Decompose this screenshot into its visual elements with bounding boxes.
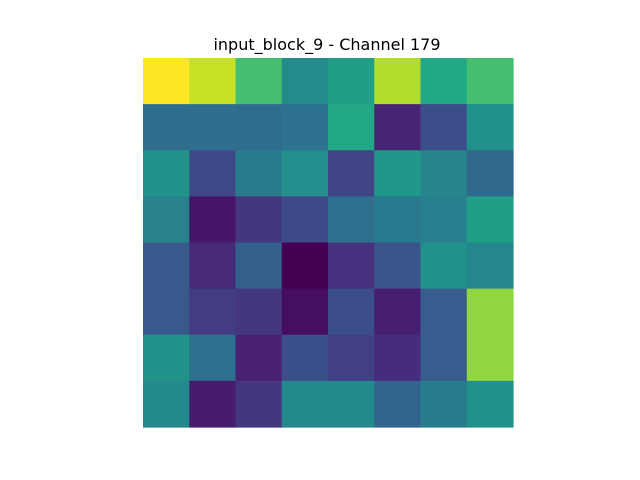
heatmap-cell-r3-c3 <box>282 196 329 243</box>
heatmap-cell-r6-c2 <box>236 335 283 382</box>
heatmap-cell-r7-c4 <box>328 381 375 428</box>
heatmap-cell-r1-c4 <box>328 104 375 151</box>
heatmap-cell-r2-c1 <box>189 150 236 197</box>
heatmap-cell-r3-c4 <box>328 196 375 243</box>
heatmap-cell-r0-c5 <box>374 58 421 105</box>
heatmap-cell-r6-c0 <box>143 335 190 382</box>
heatmap-cell-r4-c3 <box>282 243 329 290</box>
heatmap-cell-r1-c7 <box>467 104 514 151</box>
heatmap-cell-r2-c2 <box>236 150 283 197</box>
heatmap-cell-r2-c0 <box>143 150 190 197</box>
heatmap-cell-r0-c2 <box>236 58 283 105</box>
heatmap-cell-r5-c3 <box>282 289 329 336</box>
heatmap-cell-r6-c7 <box>467 335 514 382</box>
heatmap-cell-r2-c7 <box>467 150 514 197</box>
heatmap-cell-r4-c7 <box>467 243 514 290</box>
heatmap-cell-r5-c7 <box>467 289 514 336</box>
heatmap-cell-r0-c1 <box>189 58 236 105</box>
heatmap-cell-r4-c1 <box>189 243 236 290</box>
heatmap-cell-r2-c5 <box>374 150 421 197</box>
heatmap-cell-r5-c6 <box>421 289 468 336</box>
heatmap-cell-r7-c7 <box>467 381 514 428</box>
heatmap-cell-r4-c0 <box>143 243 190 290</box>
heatmap-cell-r3-c5 <box>374 196 421 243</box>
heatmap-cell-r7-c2 <box>236 381 283 428</box>
heatmap-cell-r3-c1 <box>189 196 236 243</box>
heatmap-cell-r2-c3 <box>282 150 329 197</box>
heatmap-cell-r7-c0 <box>143 381 190 428</box>
heatmap-cell-r4-c4 <box>328 243 375 290</box>
heatmap-cell-r5-c2 <box>236 289 283 336</box>
heatmap-cell-r1-c1 <box>189 104 236 151</box>
heatmap-cell-r1-c5 <box>374 104 421 151</box>
heatmap-cell-r0-c7 <box>467 58 514 105</box>
heatmap-cell-r5-c5 <box>374 289 421 336</box>
heatmap-cell-r7-c1 <box>189 381 236 428</box>
heatmap-cell-r4-c6 <box>421 243 468 290</box>
heatmap-cell-r7-c5 <box>374 381 421 428</box>
heatmap-cell-r6-c6 <box>421 335 468 382</box>
heatmap-cell-r7-c6 <box>421 381 468 428</box>
heatmap-cell-r6-c3 <box>282 335 329 382</box>
heatmap-cell-r3-c2 <box>236 196 283 243</box>
heatmap-cell-r1-c0 <box>143 104 190 151</box>
heatmap-cell-r3-c7 <box>467 196 514 243</box>
heatmap-cell-r0-c3 <box>282 58 329 105</box>
heatmap-cell-r6-c1 <box>189 335 236 382</box>
heatmap-cell-r3-c6 <box>421 196 468 243</box>
heatmap-cell-r7-c3 <box>282 381 329 428</box>
heatmap-cell-r6-c5 <box>374 335 421 382</box>
heatmap-cell-r4-c5 <box>374 243 421 290</box>
heatmap-cell-r1-c3 <box>282 104 329 151</box>
heatmap-cell-r1-c2 <box>236 104 283 151</box>
heatmap-cell-r2-c6 <box>421 150 468 197</box>
heatmap-cell-r0-c4 <box>328 58 375 105</box>
heatmap-cell-r0-c0 <box>143 58 190 105</box>
heatmap-cell-r1-c6 <box>421 104 468 151</box>
heatmap-cell-r5-c0 <box>143 289 190 336</box>
heatmap-cell-r3-c0 <box>143 196 190 243</box>
heatmap-cell-r5-c1 <box>189 289 236 336</box>
chart-title: input_block_9 - Channel 179 <box>213 35 440 55</box>
heatmap-cell-r5-c4 <box>328 289 375 336</box>
heatmap-grid <box>143 58 514 428</box>
heatmap-cell-r6-c4 <box>328 335 375 382</box>
heatmap-cell-r4-c2 <box>236 243 283 290</box>
heatmap-cell-r0-c6 <box>421 58 468 105</box>
heatmap-cell-r2-c4 <box>328 150 375 197</box>
